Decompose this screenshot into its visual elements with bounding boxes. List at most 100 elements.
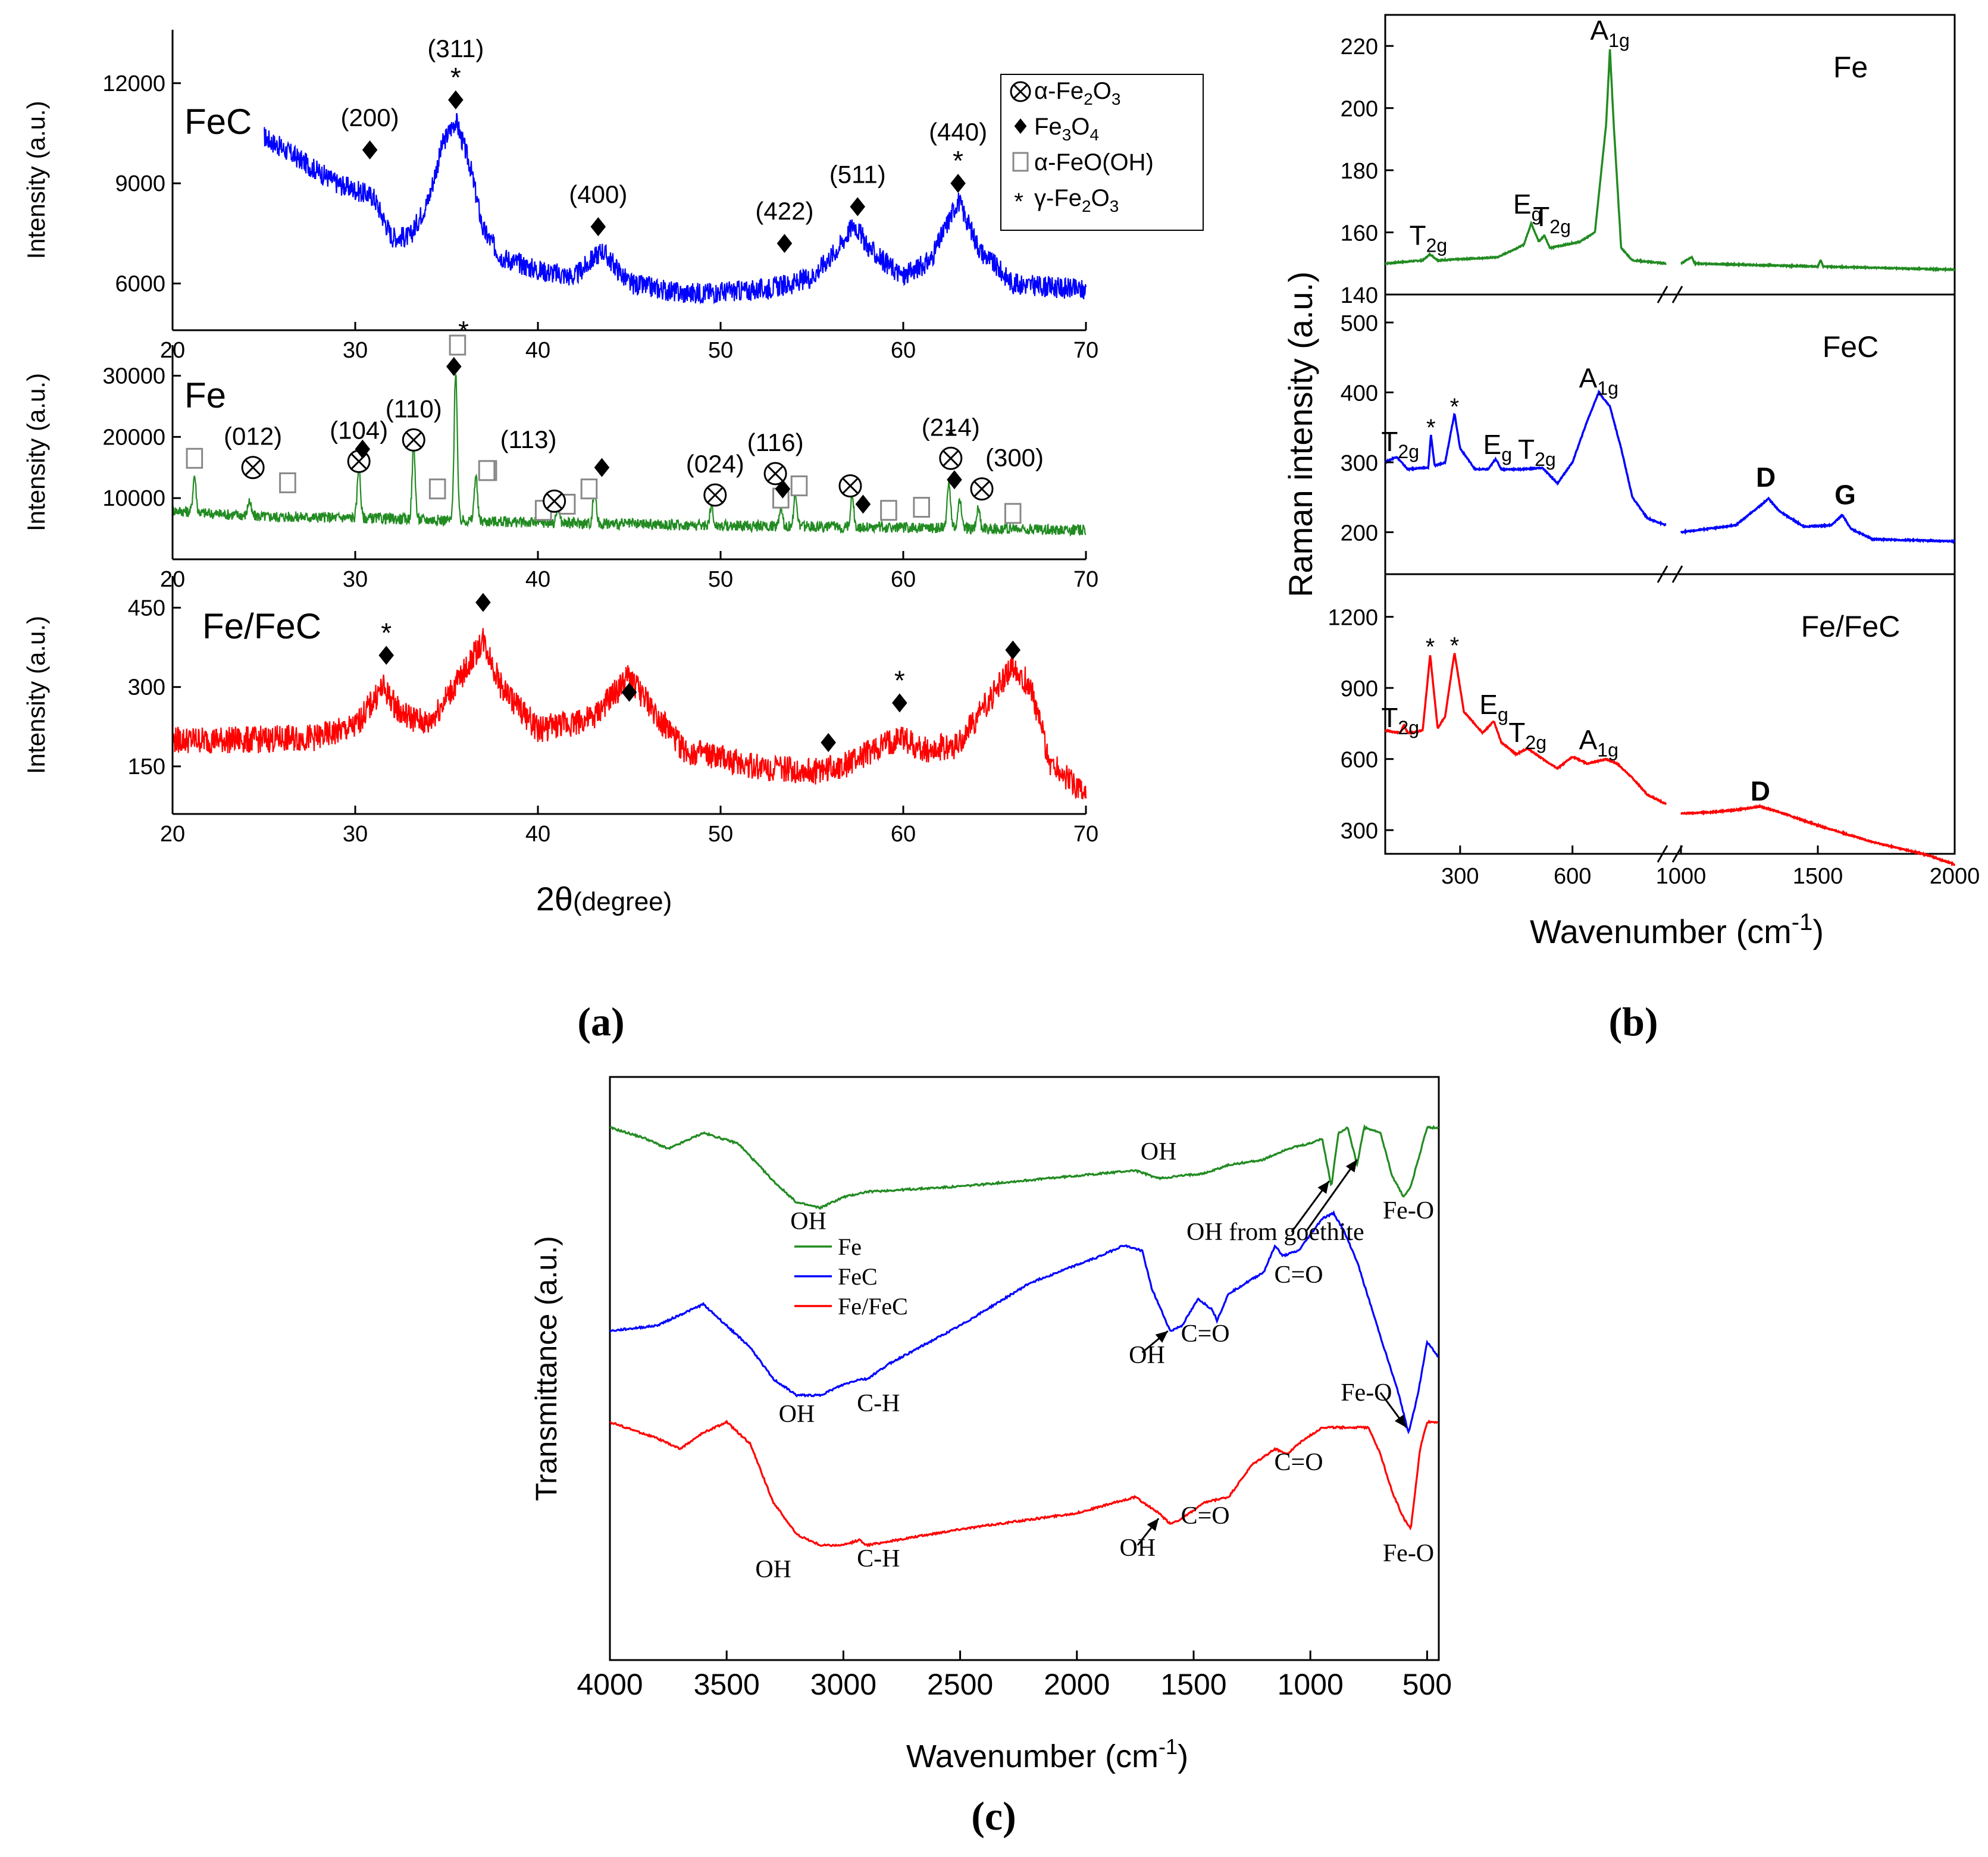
band-annotation: OH from goethite [1186,1219,1364,1246]
y-tick-label: 220 [1341,35,1378,60]
y-tick-label: 180 [1341,159,1378,184]
band-annotation: C=O [1275,1261,1323,1289]
y-axis-label: Transmittance (a.u.) [530,1236,563,1501]
raman-trace-Fe/FeC [1680,803,1956,867]
y-tick-label: 140 [1341,283,1378,308]
formula-text: O [1071,114,1090,140]
square-marker [1004,503,1022,524]
y-tick-label: 300 [128,675,165,700]
panel-label-b: (b) [1608,999,1658,1044]
circle-x-cross [1013,84,1028,99]
y-tick-label: 160 [1341,221,1378,246]
band-label-sub: g [1532,203,1542,225]
x-tick-label: 20 [160,822,185,847]
y-tick-label: 600 [1341,748,1378,773]
raman-trace-Fe [1680,255,1955,273]
formula-text: O [1091,185,1110,211]
diamond-marker [448,90,464,109]
square-marker [880,500,897,521]
diamond-marker [850,197,866,217]
peak-label: (440) [929,118,987,146]
x-axis-label-sup: -1 [1792,909,1813,935]
peak-label: (024) [686,450,744,478]
xrd-panel-2: 20 30 40 50 60 70 150 300 450 Intensity (a.u.) Fe/… [22,576,1098,847]
star-marker: * [953,145,963,176]
y-axis-label: Raman intensity (a.u.) [1282,271,1319,597]
band-label-main: A [1590,15,1608,46]
star-marker: * [894,665,905,696]
x-tick-label: 2000 [1930,864,1980,889]
square-marker [790,475,808,497]
circle-x-cross [842,478,859,494]
xrd-trace-Fe/FeC [171,628,1087,800]
x-axis-label: 2θ(degree) [536,880,672,917]
x-tick-label: 1000 [1656,864,1707,889]
peak-label: (214) [922,413,980,441]
star-marker: * [1450,394,1460,420]
raman-chart: 140160180200220FeT2gEgT2gA1g200300400500… [1282,14,1980,950]
panel-label-c: (c) [971,1793,1016,1839]
subscript: 2 [1084,90,1093,108]
annotation-arrowhead [1147,1518,1159,1532]
y-tick-label: 10000 [102,486,165,511]
band-annotation: OH [1129,1342,1165,1369]
band-label: T2g [1533,201,1571,237]
band-label: T2g [1381,702,1419,738]
band-label-main: T [1410,220,1426,250]
x-tick-label: 60 [891,338,916,363]
band-label-sub: g [1498,704,1508,725]
band-annotation: OH [1119,1535,1156,1562]
band-label: A1g [1590,15,1629,51]
band-label-main: D [1756,462,1776,493]
y-tick-label: 200 [1341,97,1378,122]
diamond-marker [1005,640,1020,660]
xrd-chart: 20 30 40 50 60 70 6000 9000 12000 Intensity (a.u.… [22,30,1204,917]
axes-frame [1384,14,1956,855]
formula-text: α-FeO(OH) [1034,149,1154,176]
band-label: T2g [1508,717,1546,753]
band-label-main: G [1834,480,1856,511]
x-tick-label: 2500 [927,1668,993,1701]
peak-label: (104) [330,416,388,444]
x-tick-label: 1000 [1278,1668,1344,1701]
y-tick-label: 450 [128,596,165,621]
raman-trace-Fe [1385,49,1667,266]
formula-text: O [1093,78,1112,104]
circle-x-cross [405,432,422,448]
x-tick-label: 70 [1073,338,1098,363]
peak-label: (012) [224,422,282,450]
band-label-sub: 1g [1597,740,1618,761]
x-tick-label: 40 [525,567,550,592]
band-label-main: D [1751,775,1770,806]
square-marker [1012,152,1029,172]
diamond-marker [821,733,836,752]
square-marker [580,478,598,500]
diamond-marker [947,470,962,490]
y-tick-label: 150 [128,754,165,779]
band-label: D [1756,462,1776,493]
legend-entry: α-Fe2O3 [1034,78,1120,108]
annotation-arrowhead [1345,1160,1357,1173]
band-annotation: C-H [857,1545,900,1573]
x-tick-label: 30 [343,567,368,592]
band-label-sub: 2g [1535,449,1556,470]
band-label: T2g [1381,426,1419,462]
x-axis-label: Wavenumber (cm-1) [906,1734,1188,1774]
x-tick-label: 30 [343,822,368,847]
x-tick-label: 2000 [1044,1668,1110,1701]
band-annotation: OH [790,1208,826,1235]
x-tick-label: 500 [1402,1668,1452,1701]
square-marker [449,334,467,356]
axes-frame [609,1076,1440,1661]
square-marker [428,478,446,500]
legend-entry: α-FeO(OH) [1034,149,1154,176]
peak-label: (511) [829,160,886,188]
circle-x-cross [707,487,724,503]
band-label-sub: 2g [1398,717,1419,738]
x-tick-label: 50 [708,338,733,363]
band-annotation: OH [779,1401,815,1428]
diamond-marker [378,646,394,665]
y-axis-label: Intensity (a.u.) [22,616,50,774]
